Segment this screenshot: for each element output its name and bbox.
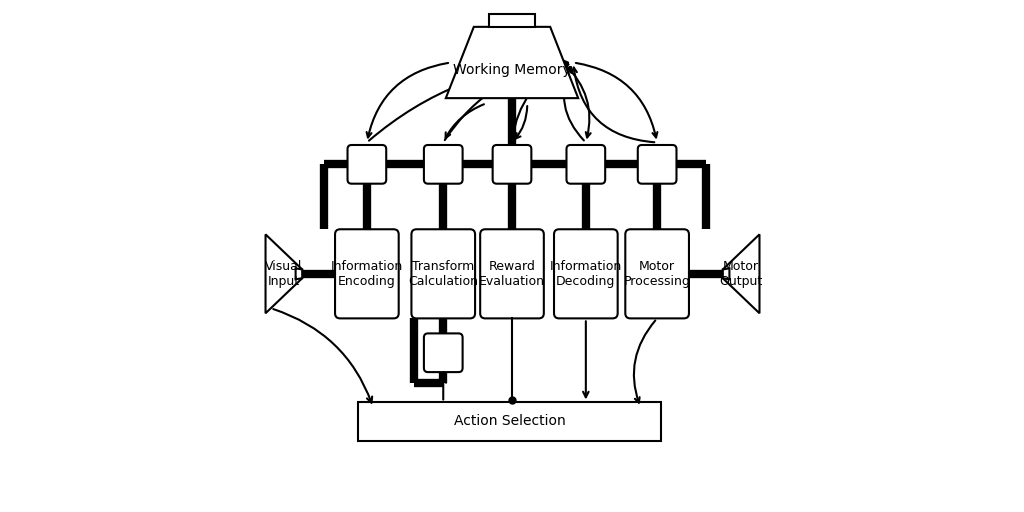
Text: Motor
Output: Motor Output xyxy=(720,260,763,288)
FancyBboxPatch shape xyxy=(424,145,463,184)
FancyBboxPatch shape xyxy=(412,229,475,318)
Polygon shape xyxy=(265,234,302,313)
FancyBboxPatch shape xyxy=(480,229,544,318)
FancyBboxPatch shape xyxy=(566,145,605,184)
FancyBboxPatch shape xyxy=(493,145,531,184)
Text: Motor
Processing: Motor Processing xyxy=(624,260,690,288)
Text: Working Memory: Working Memory xyxy=(454,63,570,77)
FancyBboxPatch shape xyxy=(554,229,617,318)
FancyBboxPatch shape xyxy=(626,229,689,318)
Polygon shape xyxy=(723,234,760,313)
FancyBboxPatch shape xyxy=(335,229,398,318)
Polygon shape xyxy=(723,268,729,280)
Polygon shape xyxy=(445,27,579,98)
Text: Transform
Calculation: Transform Calculation xyxy=(409,260,478,288)
Bar xyxy=(358,402,660,441)
Text: Action Selection: Action Selection xyxy=(454,415,565,429)
FancyBboxPatch shape xyxy=(424,333,463,372)
FancyBboxPatch shape xyxy=(638,145,677,184)
Polygon shape xyxy=(489,14,535,27)
Text: Reward
Evaluation: Reward Evaluation xyxy=(479,260,545,288)
Text: Visual
Input: Visual Input xyxy=(265,260,302,288)
FancyBboxPatch shape xyxy=(347,145,386,184)
Text: Information
Encoding: Information Encoding xyxy=(331,260,403,288)
Text: Information
Decoding: Information Decoding xyxy=(550,260,622,288)
Polygon shape xyxy=(296,268,302,280)
